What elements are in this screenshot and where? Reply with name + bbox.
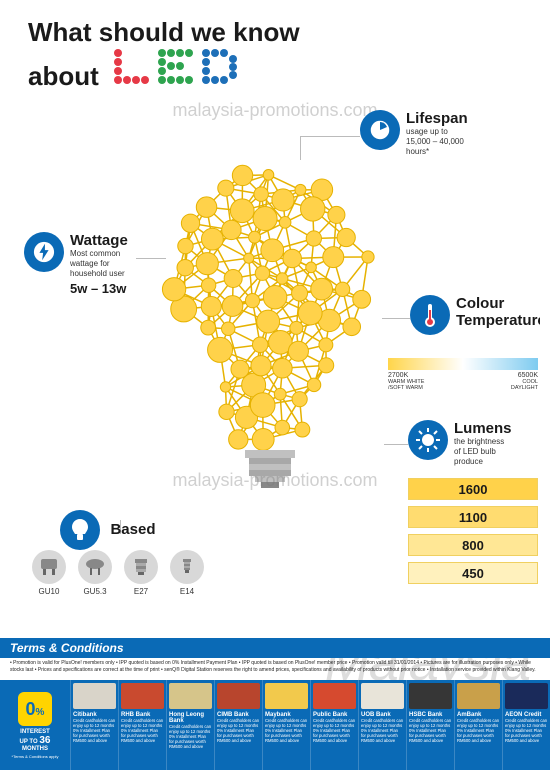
bank-desc: Credit cardholders can enjoy up to 12 mo… — [73, 718, 116, 743]
interest-box: 0% INTEREST UP TO 36 MONTHS *Terms & Con… — [0, 680, 70, 770]
bank-column: Hong Leong BankCredit cardholders can en… — [166, 680, 214, 770]
lumen-box: 1600 — [408, 478, 538, 500]
base-icon — [124, 550, 158, 584]
card-image — [457, 683, 500, 709]
bank-desc: Credit cardholders can enjoy up to 12 mo… — [169, 724, 212, 749]
tc-body: • Promotion is valid for PlusOne! member… — [10, 660, 540, 673]
bolt-icon — [24, 232, 64, 272]
base-icon — [78, 550, 112, 584]
bank-desc: Credit cardholders can enjoy up to 12 mo… — [313, 718, 356, 743]
bank-column: MaybankCredit cardholders can enjoy up t… — [262, 680, 310, 770]
based-title: Based — [110, 521, 155, 538]
bank-column: Public BankCredit cardholders can enjoy … — [310, 680, 358, 770]
base-label: E14 — [170, 587, 204, 596]
card-image — [361, 683, 404, 709]
bank-desc: Credit cardholders can enjoy up to 12 mo… — [121, 718, 164, 743]
wattage-desc: Most common wattage for household user — [70, 249, 164, 279]
interest-badge: 0% — [18, 692, 52, 726]
wattage-section: Wattage Most common wattage for househol… — [24, 232, 164, 296]
lumens-title: Lumens — [454, 420, 538, 437]
thermometer-icon — [410, 295, 450, 335]
lumens-section: Lumens the brightness of LED bulb produc… — [408, 420, 538, 467]
lumen-box: 450 — [408, 562, 538, 584]
connector — [300, 136, 360, 137]
bulb-graphic — [150, 150, 390, 510]
colortemp-title: Colour Temperature — [456, 295, 540, 329]
bank-desc: Credit cardholders can enjoy up to 12 mo… — [457, 718, 500, 743]
base-item: E27 — [124, 550, 158, 596]
colortemp-gradient — [388, 358, 538, 370]
lumen-boxes: 1600 1100 800 450 — [408, 478, 538, 590]
bank-column: UOB BankCredit cardholders can enjoy up … — [358, 680, 406, 770]
bank-column: CIMB BankCredit cardholders can enjoy up… — [214, 680, 262, 770]
bank-column: CitibankCredit cardholders can enjoy up … — [70, 680, 118, 770]
sun-icon — [408, 420, 448, 460]
base-icon — [32, 550, 66, 584]
ct-cool-lbl: COOLDAYLIGHT — [511, 379, 538, 391]
card-image — [217, 683, 260, 709]
tc-bar: Terms & Conditions — [0, 638, 550, 658]
card-image — [505, 683, 548, 709]
lumens-desc: the brightness of LED bulb produce — [454, 437, 538, 467]
card-image — [73, 683, 116, 709]
card-image — [121, 683, 164, 709]
bank-column: RHB BankCredit cardholders can enjoy up … — [118, 680, 166, 770]
ct-warm-lbl: WARM WHITE/SOFT WARM — [388, 379, 424, 391]
colortemp-bar: 2700K 6500K WARM WHITE/SOFT WARM COOLDAY… — [388, 358, 538, 391]
lifespan-desc: usage up to 15,000 – 40,000 hours* — [406, 127, 520, 157]
base-label: GU10 — [32, 587, 66, 596]
colortemp-section: Colour Temperature — [410, 295, 540, 335]
base-item: GU10 — [32, 550, 66, 596]
bank-desc: Credit cardholders can enjoy up to 12 mo… — [409, 718, 452, 743]
headline-prefix: about — [28, 61, 99, 91]
led-logo — [112, 47, 242, 98]
lumen-box: 800 — [408, 534, 538, 556]
banks-row: 0% INTEREST UP TO 36 MONTHS *Terms & Con… — [0, 680, 550, 770]
base-icon — [170, 550, 204, 584]
wattage-title: Wattage — [70, 232, 164, 249]
headline-line2: about — [28, 47, 300, 98]
apply-note: *Terms & Conditions apply — [12, 754, 59, 759]
header: What should we know about — [28, 18, 300, 98]
bank-column: HSBC BankCredit cardholders can enjoy up… — [406, 680, 454, 770]
ct-cool-k: 6500K — [518, 372, 538, 379]
bank-column: AmBankCredit cardholders can enjoy up to… — [454, 680, 502, 770]
bank-column: AEON CreditCredit cardholders can enjoy … — [502, 680, 550, 770]
card-image — [313, 683, 356, 709]
card-image — [265, 683, 308, 709]
base-item: GU5.3 — [78, 550, 112, 596]
bank-name: Hong Leong Bank — [169, 712, 212, 724]
bank-desc: Credit cardholders can enjoy up to 12 mo… — [265, 718, 308, 743]
card-image — [169, 683, 212, 709]
base-label: E27 — [124, 587, 158, 596]
base-row: GU10 GU5.3 E27 E14 — [32, 550, 204, 596]
interest-text: INTEREST UP TO 36 MONTHS — [20, 729, 51, 752]
wattage-range: 5w – 13w — [70, 281, 164, 296]
lumen-box: 1100 — [408, 506, 538, 528]
bank-desc: Credit cardholders can enjoy up to 12 mo… — [361, 718, 404, 743]
base-item: E14 — [170, 550, 204, 596]
lifespan-section: Lifespan usage up to 15,000 – 40,000 hou… — [360, 110, 520, 157]
bank-desc: Credit cardholders can enjoy up to 12 mo… — [505, 718, 548, 743]
card-image — [409, 683, 452, 709]
lifespan-title: Lifespan — [406, 110, 520, 127]
headline-line1: What should we know — [28, 18, 300, 47]
ct-warm-k: 2700K — [388, 372, 408, 379]
based-section: Based — [60, 510, 260, 550]
bank-desc: Credit cardholders can enjoy up to 12 mo… — [217, 718, 260, 743]
base-label: GU5.3 — [78, 587, 112, 596]
bulb-icon — [60, 510, 100, 550]
clock-icon — [360, 110, 400, 150]
